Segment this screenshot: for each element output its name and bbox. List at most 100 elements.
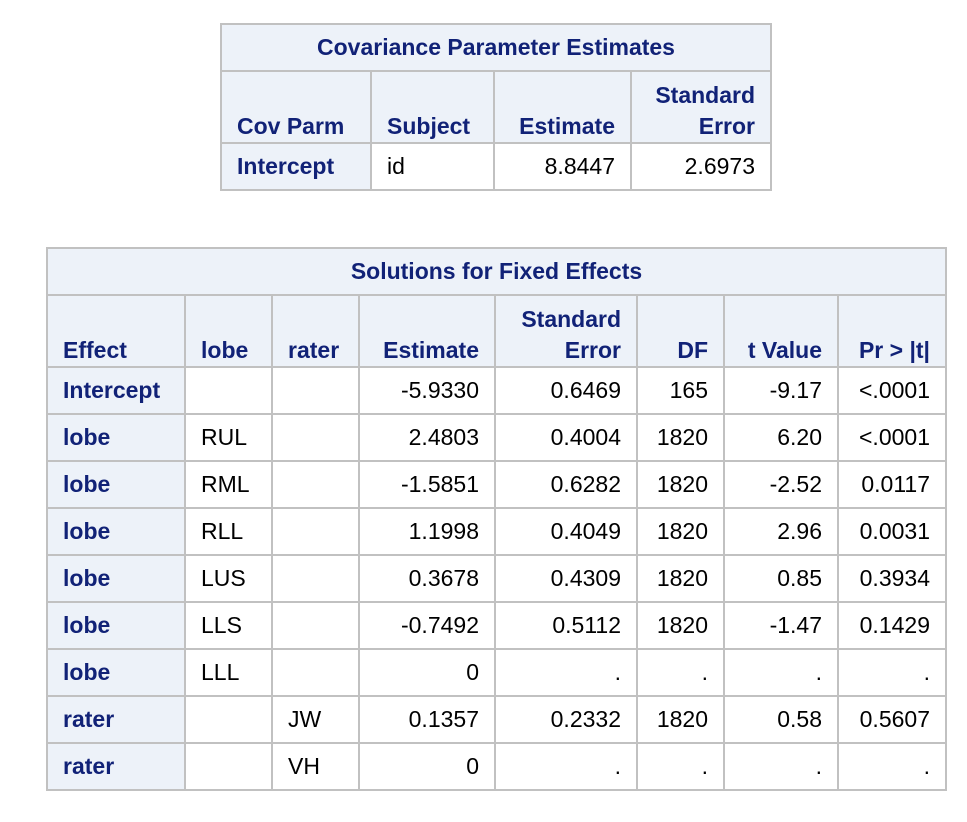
row-header-effect: lobe	[46, 648, 186, 697]
header-line: Standard	[655, 82, 755, 108]
column-header-subject: Subject	[370, 70, 495, 144]
cell-std-error: 0.5112	[494, 601, 638, 650]
column-header-lobe: lobe	[184, 294, 273, 368]
header-line: Standard	[521, 306, 621, 332]
column-header-rater: rater	[271, 294, 360, 368]
table-caption-row: Solutions for Fixed Effects	[46, 247, 947, 296]
column-header-cov-parm: Cov Parm	[220, 70, 372, 144]
table-row: lobe LUS 0.3678 0.4309 1820 0.85 0.3934	[46, 554, 947, 603]
cell-rater	[271, 648, 360, 697]
cell-std-error: .	[494, 742, 638, 791]
row-header-effect: rater	[46, 742, 186, 791]
cell-t-value: -1.47	[723, 601, 839, 650]
cell-lobe: LLS	[184, 601, 273, 650]
cell-df: 165	[636, 366, 725, 415]
cell-estimate: -0.7492	[358, 601, 496, 650]
cell-lobe: RLL	[184, 507, 273, 556]
cell-p-value: 0.5607	[837, 695, 947, 744]
cell-lobe	[184, 695, 273, 744]
cell-std-error: 0.4049	[494, 507, 638, 556]
cell-rater	[271, 366, 360, 415]
row-header-cov-parm: Intercept	[220, 142, 372, 191]
fixed-effects-table: Solutions for Fixed Effects Effect lobe …	[46, 247, 947, 791]
cell-p-value: 0.0117	[837, 460, 947, 509]
cell-p-value: .	[837, 648, 947, 697]
table-title: Solutions for Fixed Effects	[46, 247, 947, 296]
row-header-effect: lobe	[46, 554, 186, 603]
row-header-effect: lobe	[46, 413, 186, 462]
cell-std-error: 0.4004	[494, 413, 638, 462]
cell-lobe	[184, 366, 273, 415]
row-header-effect: lobe	[46, 601, 186, 650]
cell-estimate: 1.1998	[358, 507, 496, 556]
cell-lobe: LUS	[184, 554, 273, 603]
cell-lobe: RML	[184, 460, 273, 509]
cell-df: 1820	[636, 507, 725, 556]
cell-std-error: 0.2332	[494, 695, 638, 744]
table-row: rater JW 0.1357 0.2332 1820 0.58 0.5607	[46, 695, 947, 744]
row-header-effect: Intercept	[46, 366, 186, 415]
cell-t-value: 0.58	[723, 695, 839, 744]
table-row: Intercept id 8.8447 2.6973	[220, 142, 772, 191]
column-header-df: DF	[636, 294, 725, 368]
table-row: rater VH 0 . . . .	[46, 742, 947, 791]
cell-p-value: 0.1429	[837, 601, 947, 650]
cell-rater	[271, 507, 360, 556]
table-row: lobe LLL 0 . . . .	[46, 648, 947, 697]
cell-t-value: .	[723, 648, 839, 697]
cell-rater	[271, 601, 360, 650]
cell-t-value: .	[723, 742, 839, 791]
cell-estimate: -5.9330	[358, 366, 496, 415]
header-line: Error	[564, 337, 621, 363]
cell-p-value: <.0001	[837, 366, 947, 415]
column-header-p-value: Pr > |t|	[837, 294, 947, 368]
cell-p-value: 0.3934	[837, 554, 947, 603]
column-header-standard-error: Standard Error	[630, 70, 772, 144]
cell-df: 1820	[636, 601, 725, 650]
cell-df: 1820	[636, 554, 725, 603]
table-row: lobe RML -1.5851 0.6282 1820 -2.52 0.011…	[46, 460, 947, 509]
cell-std-error: .	[494, 648, 638, 697]
cell-estimate: 0	[358, 648, 496, 697]
table-row: lobe RUL 2.4803 0.4004 1820 6.20 <.0001	[46, 413, 947, 462]
table-row: Intercept -5.9330 0.6469 165 -9.17 <.000…	[46, 366, 947, 415]
column-header-estimate: Estimate	[358, 294, 496, 368]
cell-std-error: 2.6973	[630, 142, 772, 191]
cell-rater: VH	[271, 742, 360, 791]
cell-p-value: 0.0031	[837, 507, 947, 556]
cell-t-value: -9.17	[723, 366, 839, 415]
header-line: Error	[698, 113, 755, 139]
cell-rater	[271, 413, 360, 462]
cell-std-error: 0.4309	[494, 554, 638, 603]
cell-t-value: -2.52	[723, 460, 839, 509]
column-header-t-value: t Value	[723, 294, 839, 368]
cell-df: 1820	[636, 695, 725, 744]
cell-estimate: 0.3678	[358, 554, 496, 603]
cell-lobe: LLL	[184, 648, 273, 697]
cell-rater	[271, 554, 360, 603]
cell-rater: JW	[271, 695, 360, 744]
column-header-effect: Effect	[46, 294, 186, 368]
cell-estimate: 0.1357	[358, 695, 496, 744]
cell-std-error: 0.6469	[494, 366, 638, 415]
cell-estimate: 2.4803	[358, 413, 496, 462]
cell-estimate: -1.5851	[358, 460, 496, 509]
cell-t-value: 2.96	[723, 507, 839, 556]
table-row: lobe LLS -0.7492 0.5112 1820 -1.47 0.142…	[46, 601, 947, 650]
cell-std-error: 0.6282	[494, 460, 638, 509]
row-header-effect: rater	[46, 695, 186, 744]
covariance-parameter-table: Covariance Parameter Estimates Cov Parm …	[220, 23, 772, 191]
cell-t-value: 6.20	[723, 413, 839, 462]
cell-df: .	[636, 648, 725, 697]
cell-df: 1820	[636, 460, 725, 509]
cell-p-value: <.0001	[837, 413, 947, 462]
cell-df: .	[636, 742, 725, 791]
column-header-row: Effect lobe rater Estimate Standard Error…	[46, 294, 947, 368]
row-header-effect: lobe	[46, 460, 186, 509]
column-header-row: Cov Parm Subject Estimate Standard Error	[220, 70, 772, 144]
cell-rater	[271, 460, 360, 509]
cell-estimate: 8.8447	[493, 142, 632, 191]
cell-df: 1820	[636, 413, 725, 462]
column-header-standard-error: Standard Error	[494, 294, 638, 368]
cell-t-value: 0.85	[723, 554, 839, 603]
